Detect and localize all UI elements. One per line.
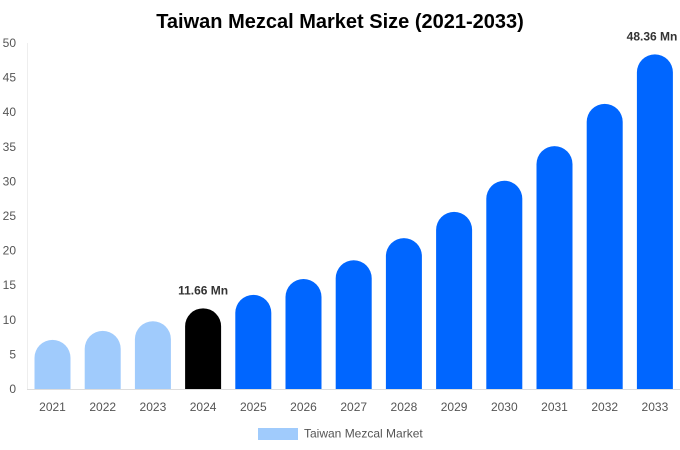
x-tick-label: 2031: [541, 400, 568, 414]
data-labels: 11.66 Mn 48.36 Mn: [178, 29, 677, 297]
legend-swatch: [258, 428, 298, 440]
x-tick-label: 2025: [240, 400, 267, 414]
data-label-2033: 48.36 Mn: [627, 29, 678, 43]
y-tick-label: 10: [3, 313, 17, 327]
bar-2021[interactable]: [34, 339, 71, 389]
bars: [34, 54, 673, 390]
y-tick-label: 40: [3, 105, 17, 119]
bar-2022[interactable]: [84, 330, 121, 389]
legend-label: Taiwan Mezcal Market: [304, 427, 423, 441]
bar-2032[interactable]: [586, 103, 623, 390]
x-tick-label: 2022: [89, 400, 116, 414]
bar-2030[interactable]: [486, 180, 523, 389]
chart-title: Taiwan Mezcal Market Size (2021-2033): [156, 11, 524, 33]
y-tick-label: 25: [3, 209, 17, 223]
x-tick-label: 2024: [190, 400, 217, 414]
bar-2031[interactable]: [536, 146, 573, 389]
bar-2023[interactable]: [134, 321, 171, 389]
bar-2029[interactable]: [436, 211, 473, 389]
x-axis: 2021 2022 2023 2024 2025 2026 2027 2028 2029 2030…: [39, 400, 668, 414]
y-tick-label: 0: [9, 382, 16, 396]
bar-2027[interactable]: [335, 260, 372, 389]
x-tick-label: 2030: [491, 400, 518, 414]
bar-2025[interactable]: [235, 294, 272, 389]
bar-2024[interactable]: [185, 308, 222, 389]
x-tick-label: 2032: [591, 400, 618, 414]
x-tick-label: 2023: [140, 400, 167, 414]
x-tick-label: 2026: [290, 400, 317, 414]
legend[interactable]: Taiwan Mezcal Market: [258, 427, 423, 441]
y-tick-label: 35: [3, 140, 17, 154]
y-tick-label: 15: [3, 278, 17, 292]
y-tick-label: 50: [3, 36, 17, 50]
y-tick-label: 5: [9, 347, 16, 361]
y-tick-label: 30: [3, 174, 17, 188]
bar-2026[interactable]: [285, 278, 322, 389]
bar-2028[interactable]: [385, 238, 422, 389]
x-tick-label: 2029: [441, 400, 468, 414]
y-tick-label: 20: [3, 244, 17, 258]
x-tick-label: 2028: [391, 400, 418, 414]
y-tick-label: 45: [3, 71, 17, 85]
x-tick-label: 2033: [642, 400, 669, 414]
data-label-2024: 11.66 Mn: [178, 283, 228, 297]
x-tick-label: 2027: [340, 400, 367, 414]
x-tick-label: 2021: [39, 400, 66, 414]
y-axis: 0 5 10 15 20 25 30 35 40 45 50: [3, 36, 17, 396]
bar-2033[interactable]: [636, 54, 673, 389]
